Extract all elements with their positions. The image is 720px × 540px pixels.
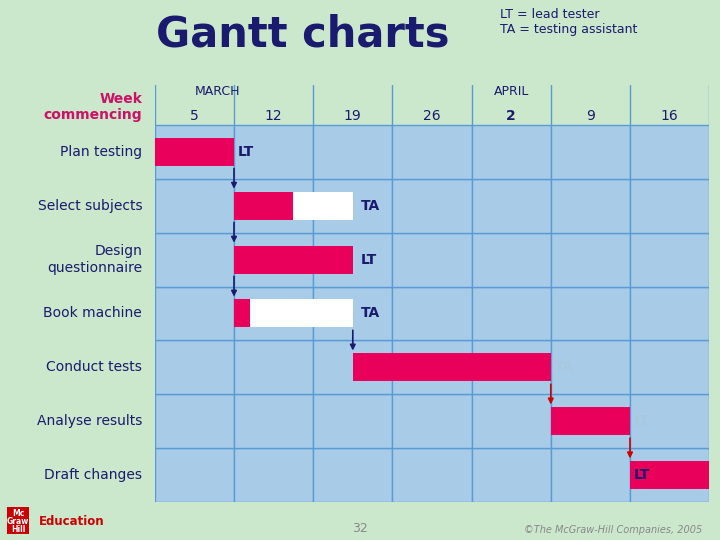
- Text: 32: 32: [352, 522, 368, 535]
- Bar: [630, 340, 709, 394]
- Text: 19: 19: [344, 109, 361, 123]
- Text: 9: 9: [586, 109, 595, 123]
- Bar: [630, 394, 709, 448]
- Text: ©The McGraw-Hill Companies, 2005: ©The McGraw-Hill Companies, 2005: [523, 524, 702, 535]
- Bar: [313, 233, 392, 287]
- Bar: [234, 300, 250, 327]
- Text: Education: Education: [39, 515, 104, 528]
- Bar: [392, 125, 472, 179]
- Bar: [234, 246, 353, 274]
- Text: TA: TA: [554, 360, 574, 374]
- Text: Plan testing: Plan testing: [60, 145, 142, 159]
- Text: Design
questionnaire: Design questionnaire: [47, 245, 142, 275]
- Bar: [392, 179, 472, 233]
- Bar: [250, 300, 353, 327]
- Text: LT: LT: [238, 145, 254, 159]
- Bar: [155, 138, 234, 166]
- Bar: [234, 287, 313, 340]
- Bar: [313, 448, 392, 502]
- Bar: [313, 340, 392, 394]
- Bar: [551, 394, 630, 448]
- Bar: [551, 448, 630, 502]
- Text: Conduct tests: Conduct tests: [46, 360, 142, 374]
- Bar: [551, 179, 630, 233]
- Bar: [551, 407, 630, 435]
- Bar: [472, 448, 551, 502]
- Text: LT: LT: [361, 253, 377, 267]
- Text: TA: TA: [361, 307, 380, 320]
- Bar: [551, 125, 630, 179]
- Bar: [630, 448, 709, 502]
- Bar: [630, 179, 709, 233]
- Text: Analyse results: Analyse results: [37, 414, 142, 428]
- Bar: [472, 394, 551, 448]
- Bar: [234, 125, 313, 179]
- Text: Graw: Graw: [7, 517, 30, 526]
- Bar: [392, 287, 472, 340]
- Bar: [155, 125, 234, 179]
- Bar: [551, 340, 630, 394]
- Text: Mc: Mc: [12, 509, 24, 518]
- Bar: [234, 192, 294, 220]
- Text: 2: 2: [506, 109, 516, 123]
- Bar: [155, 394, 234, 448]
- Text: LT: LT: [634, 468, 650, 482]
- Bar: [353, 353, 551, 381]
- Bar: [551, 287, 630, 340]
- Bar: [392, 448, 472, 502]
- Text: APRIL: APRIL: [493, 85, 529, 98]
- Text: Gantt charts: Gantt charts: [156, 14, 449, 56]
- Bar: [551, 233, 630, 287]
- Bar: [630, 287, 709, 340]
- Bar: [234, 340, 313, 394]
- Bar: [294, 192, 353, 220]
- Text: 12: 12: [265, 109, 282, 123]
- Bar: [313, 394, 392, 448]
- Text: TA = testing assistant: TA = testing assistant: [500, 23, 638, 36]
- Bar: [155, 287, 234, 340]
- Bar: [630, 125, 709, 179]
- Text: Week
commencing: Week commencing: [43, 92, 142, 122]
- Text: Book machine: Book machine: [43, 307, 142, 320]
- Text: Draft changes: Draft changes: [44, 468, 142, 482]
- Bar: [392, 233, 472, 287]
- Text: LT = lead tester: LT = lead tester: [500, 8, 600, 21]
- Bar: [234, 233, 313, 287]
- Bar: [155, 448, 234, 502]
- Text: 5: 5: [190, 109, 199, 123]
- Bar: [155, 233, 234, 287]
- Bar: [392, 340, 472, 394]
- Bar: [313, 125, 392, 179]
- Bar: [472, 340, 551, 394]
- Bar: [392, 394, 472, 448]
- Bar: [472, 125, 551, 179]
- Bar: [630, 233, 709, 287]
- Bar: [234, 448, 313, 502]
- Bar: [472, 287, 551, 340]
- Text: MARCH: MARCH: [194, 85, 240, 98]
- Text: Select subjects: Select subjects: [37, 199, 142, 213]
- Bar: [630, 461, 709, 489]
- Bar: [155, 179, 234, 233]
- Bar: [155, 340, 234, 394]
- Bar: [7, 507, 29, 534]
- Bar: [313, 287, 392, 340]
- Bar: [234, 394, 313, 448]
- Text: Hill: Hill: [11, 525, 25, 534]
- Bar: [313, 179, 392, 233]
- Text: 26: 26: [423, 109, 441, 123]
- Text: LT: LT: [634, 414, 650, 428]
- Text: TA: TA: [361, 199, 380, 213]
- Text: 16: 16: [661, 109, 678, 123]
- Bar: [234, 179, 313, 233]
- Bar: [472, 179, 551, 233]
- Bar: [472, 233, 551, 287]
